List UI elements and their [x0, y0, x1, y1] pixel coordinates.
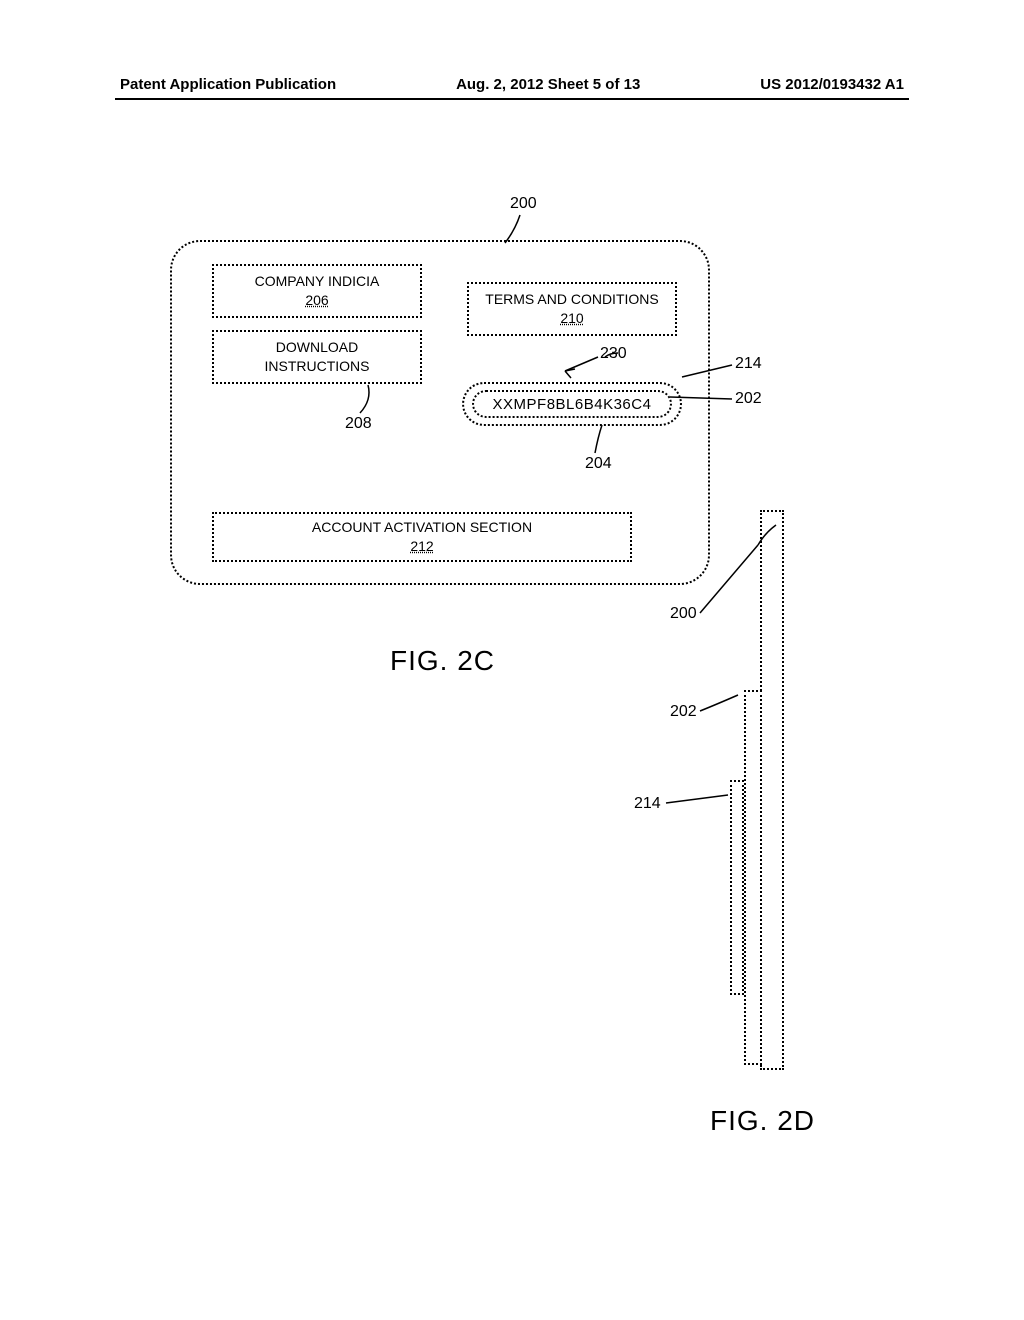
- box-208-title: DOWNLOAD INSTRUCTIONS: [265, 338, 370, 376]
- box-212-title: ACCOUNT ACTIVATION SECTION: [312, 518, 532, 537]
- fig-2d-caption: FIG. 2D: [710, 1105, 815, 1137]
- sideview-panel-back: [760, 510, 784, 1070]
- box-206-ref: 206: [305, 291, 328, 310]
- label-204: 204: [585, 455, 612, 473]
- sideview-panel-mid: [744, 690, 762, 1065]
- label-2d-200: 200: [670, 605, 697, 623]
- box-210-ref: 210: [560, 309, 583, 328]
- box-206-title: COMPANY INDICIA: [255, 272, 380, 291]
- scratch-code-outer: XXMPF8BL6B4K36C4: [462, 382, 682, 426]
- label-208: 208: [345, 415, 372, 433]
- header-center: Aug. 2, 2012 Sheet 5 of 13: [456, 76, 640, 93]
- header-right: US 2012/0193432 A1: [760, 76, 904, 93]
- scratch-code-text: XXMPF8BL6B4K36C4: [493, 396, 652, 413]
- box-210-title: TERMS AND CONDITIONS: [485, 290, 658, 309]
- sideview-panel-front: [730, 780, 744, 995]
- fig-2c-caption: FIG. 2C: [390, 645, 495, 677]
- box-212-ref: 212: [410, 537, 433, 556]
- box-download-instructions: DOWNLOAD INSTRUCTIONS: [212, 330, 422, 384]
- label-200: 200: [510, 195, 537, 213]
- box-account-activation: ACCOUNT ACTIVATION SECTION 212: [212, 512, 632, 562]
- label-230: 230: [600, 345, 627, 363]
- card-200: COMPANY INDICIA 206 DOWNLOAD INSTRUCTION…: [170, 240, 710, 585]
- label-214: 214: [735, 355, 762, 373]
- page-header: Patent Application Publication Aug. 2, 2…: [120, 76, 904, 93]
- label-202: 202: [735, 390, 762, 408]
- scratch-code-inner: XXMPF8BL6B4K36C4: [472, 390, 672, 418]
- box-terms-conditions: TERMS AND CONDITIONS 210: [467, 282, 677, 336]
- figure-area: COMPANY INDICIA 206 DOWNLOAD INSTRUCTION…: [110, 175, 910, 1175]
- header-left: Patent Application Publication: [120, 76, 336, 93]
- label-2d-202: 202: [670, 703, 697, 721]
- box-company-indicia: COMPANY INDICIA 206: [212, 264, 422, 318]
- label-2d-214: 214: [634, 795, 661, 813]
- header-rule: [115, 98, 909, 100]
